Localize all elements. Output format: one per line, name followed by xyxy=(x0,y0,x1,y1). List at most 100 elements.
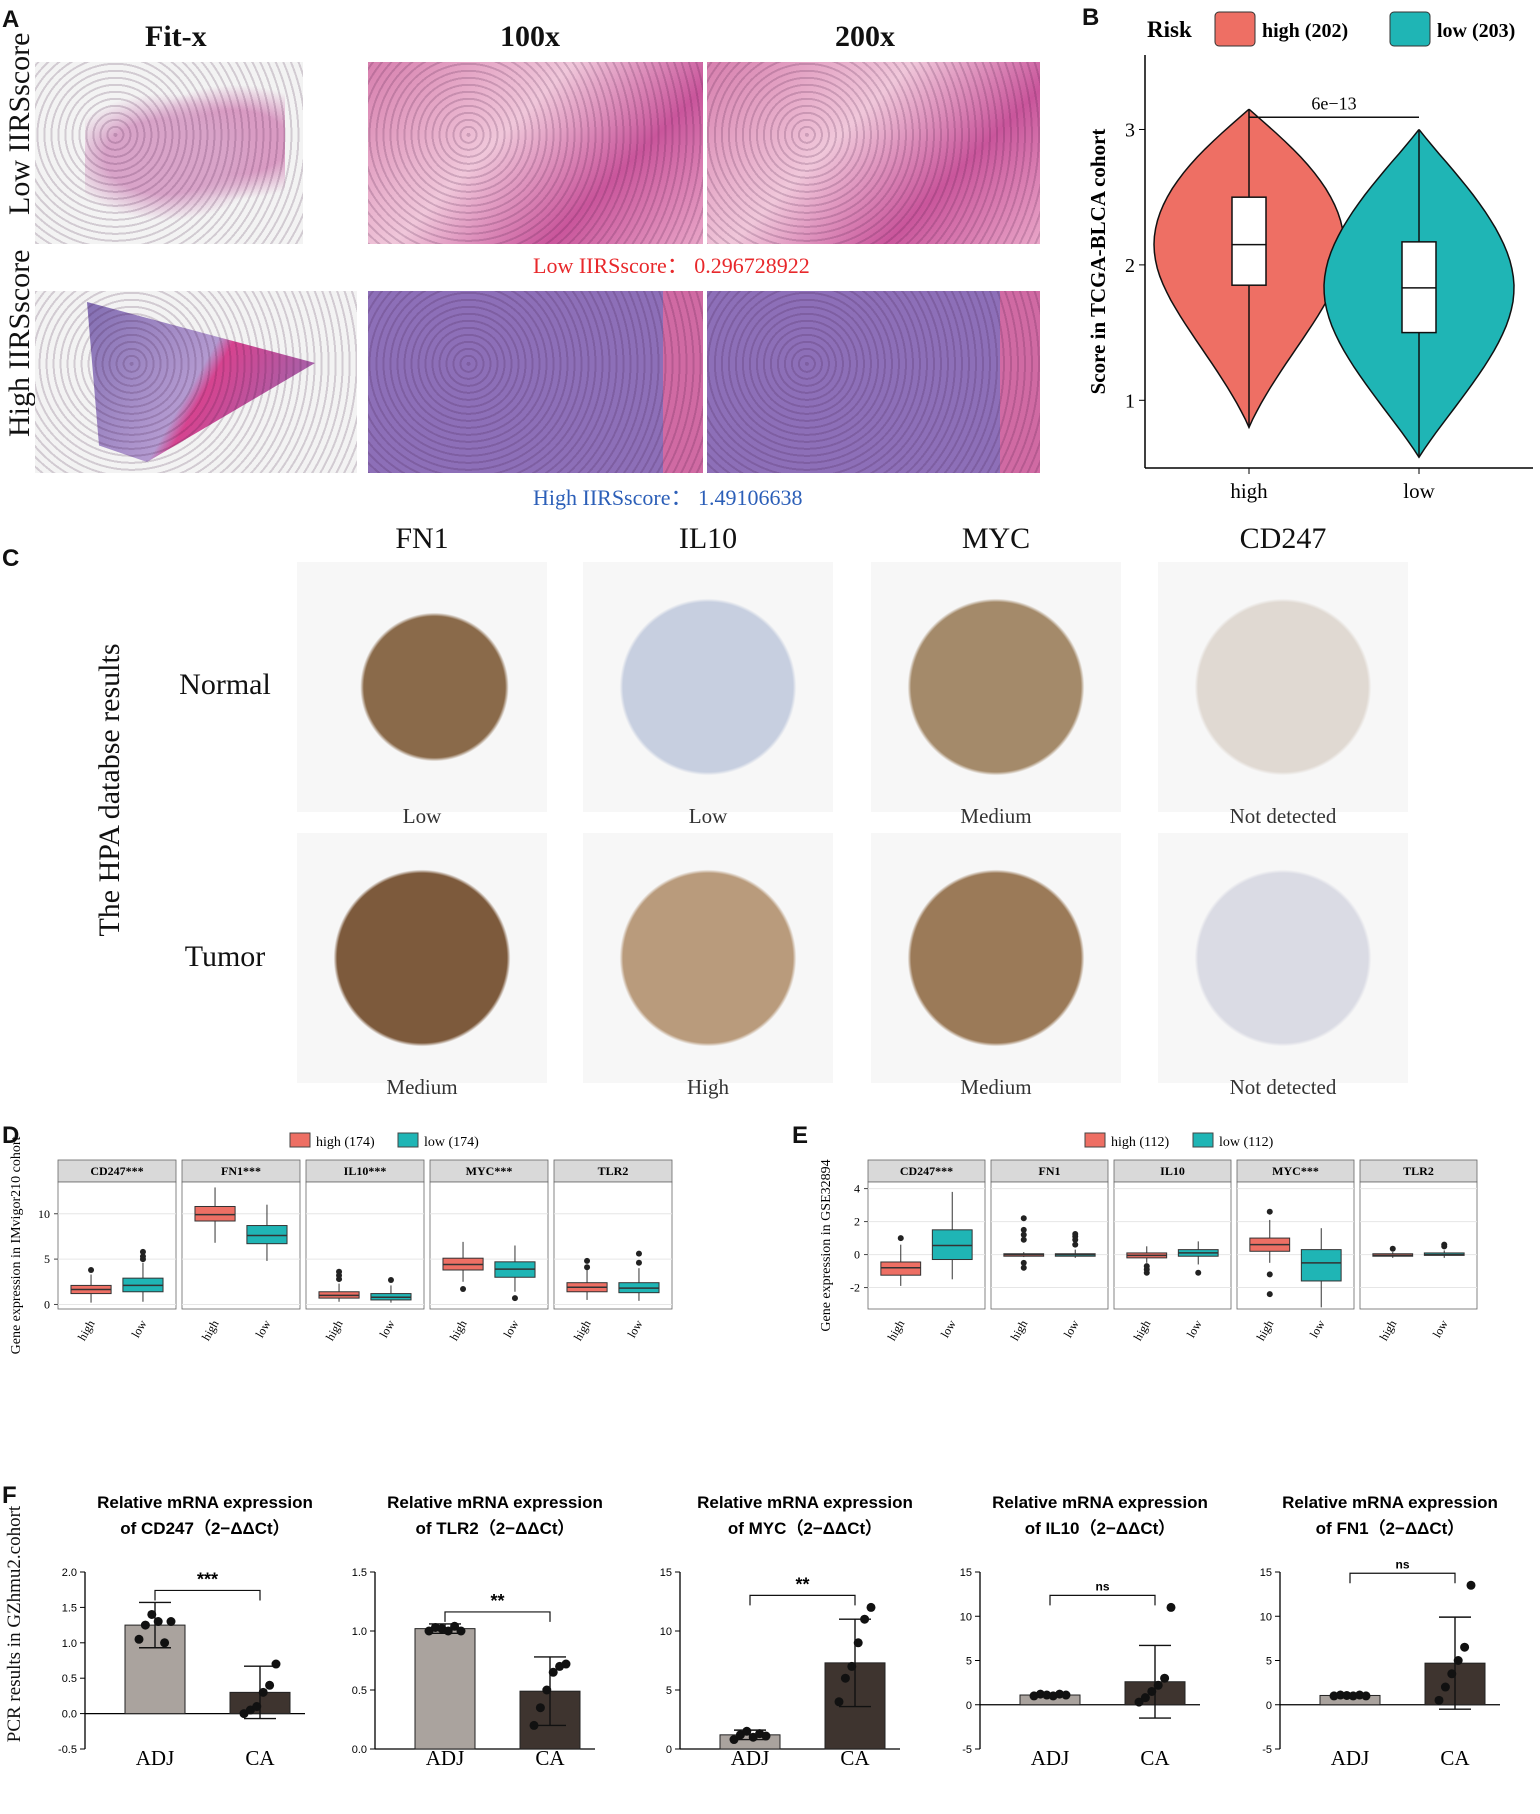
legend-key-low xyxy=(397,1132,419,1148)
f-ytick-label: -0.5 xyxy=(58,1744,77,1756)
xtick-label: high xyxy=(447,1318,470,1343)
hpa-level-label: Medium xyxy=(386,1075,458,1099)
panel-e-label: E xyxy=(792,1122,809,1149)
f-ytick-label: 10 xyxy=(660,1626,672,1638)
box-high xyxy=(194,1205,236,1222)
hpa-level-label: Not detected xyxy=(1229,1075,1337,1099)
f-ytick-label: 1.5 xyxy=(62,1602,77,1614)
outlier-low xyxy=(387,1276,394,1283)
f-point xyxy=(153,1617,163,1627)
outlier-high xyxy=(1020,1215,1027,1222)
hpa-side-title: The HPA databse results xyxy=(93,643,126,937)
ylabel: Gene expression in GSE32894 xyxy=(819,1159,834,1331)
hpa-gene-il10: IL10 xyxy=(678,522,738,555)
high-200x-image xyxy=(707,291,1040,473)
f-ytick-label: 0 xyxy=(966,1700,972,1712)
outlier-low xyxy=(1441,1241,1448,1248)
legend-key-high xyxy=(289,1132,311,1148)
f-point xyxy=(853,1638,863,1648)
f-xtick-label: ADJ xyxy=(1031,1746,1070,1769)
outlier-high xyxy=(1020,1236,1027,1243)
outlier-low xyxy=(139,1253,146,1260)
facet-panel xyxy=(990,1181,1109,1310)
facet-panel xyxy=(181,1181,301,1310)
outlier-high xyxy=(1266,1291,1273,1298)
hpa-row-normal: Normal xyxy=(179,668,271,701)
outlier-high xyxy=(1020,1231,1027,1238)
xtick-label: low xyxy=(128,1317,149,1340)
f-sig-label: ** xyxy=(490,1591,504,1611)
f-point xyxy=(866,1602,876,1612)
f-point xyxy=(160,1638,170,1648)
hpa-level-label: Low xyxy=(402,804,442,828)
f-point xyxy=(1440,1682,1450,1692)
violin-chart: 1 2 3 Score in TCGA-BLCA cohort Risk high (20… xyxy=(1086,11,1533,503)
xtick-label: low xyxy=(500,1317,521,1340)
f-xtick-label: CA xyxy=(840,1746,870,1769)
f-point xyxy=(271,1659,281,1669)
b-xtick-label: low xyxy=(1403,479,1435,503)
ytick-label: -2 xyxy=(850,1281,860,1295)
ytick-label: 4 xyxy=(854,1182,860,1196)
outlier-high xyxy=(1389,1245,1396,1252)
outlier-high xyxy=(336,1268,343,1275)
f-point xyxy=(258,1687,268,1697)
low-score-caption: Low IIRSscore： 0.296728922 xyxy=(533,253,810,278)
f-title-line: Relative mRNA expression xyxy=(387,1493,603,1512)
f-point xyxy=(443,1626,453,1636)
hpa-normal-il10-image xyxy=(583,562,833,812)
f-ytick-label: 0.0 xyxy=(352,1744,367,1756)
f-ytick-label: 1.5 xyxy=(352,1567,367,1579)
f-ytick-label: 0.0 xyxy=(62,1709,77,1721)
f-point xyxy=(1453,1656,1463,1665)
outlier-high xyxy=(584,1264,591,1271)
f-point xyxy=(840,1673,850,1683)
xtick-label: high xyxy=(1131,1318,1154,1343)
xtick-label: low xyxy=(624,1317,645,1340)
hpa-gene-cd247: CD247 xyxy=(1239,522,1327,555)
f-point xyxy=(166,1617,176,1627)
f-sig-bracket xyxy=(1049,1594,1156,1606)
pcr-bar-charts: Relative mRNA expression of CD247（2−ΔΔCt）… xyxy=(58,1493,1500,1769)
outlier-high xyxy=(1020,1264,1027,1271)
b-ytick-label: 1 xyxy=(1125,390,1135,412)
boxplot-imvigor: high (174) low (174) Gene expression in IM… xyxy=(9,1132,673,1354)
outlier-low xyxy=(635,1259,642,1266)
b-sig-label: 6e−13 xyxy=(1311,93,1356,113)
hpa-normal-fn1-image xyxy=(297,562,547,812)
f-point xyxy=(1361,1691,1371,1701)
f-point xyxy=(134,1634,144,1644)
legend-label-high: high (174) xyxy=(316,1135,375,1150)
f-point xyxy=(561,1659,571,1669)
f-sig-label: *** xyxy=(197,1569,218,1589)
f-xtick-label: CA xyxy=(1440,1746,1470,1769)
outlier-high xyxy=(897,1235,904,1242)
f-point xyxy=(1147,1686,1157,1696)
box-low xyxy=(931,1229,973,1261)
hpa-level-label: Not detected xyxy=(1229,804,1337,828)
hpa-normal-cd247-image xyxy=(1158,562,1408,812)
hpa-tumor-cd247-image xyxy=(1158,833,1408,1083)
f-xtick-label: ADJ xyxy=(1331,1746,1370,1769)
f-point xyxy=(140,1620,150,1630)
f-title-line: of MYC（2−ΔΔCt） xyxy=(728,1518,882,1538)
xtick-label: high xyxy=(1008,1318,1031,1343)
hpa-normal-myc-image xyxy=(871,562,1121,812)
f-point xyxy=(1153,1680,1163,1690)
facet-strip-label: FN1*** xyxy=(221,1164,261,1178)
f-title-line: Relative mRNA expression xyxy=(992,1493,1208,1512)
b-legend-key xyxy=(1389,11,1431,47)
f-point xyxy=(847,1661,857,1671)
f-ytick-label: 0 xyxy=(1266,1700,1272,1712)
f-bar-adj xyxy=(414,1628,476,1750)
f-point xyxy=(529,1720,539,1730)
legend-key-low xyxy=(1192,1132,1214,1148)
f-ytick-label: 15 xyxy=(660,1567,672,1579)
b-xtick-label: high xyxy=(1230,479,1268,503)
panel-a-label: A xyxy=(2,6,20,33)
f-point xyxy=(1447,1669,1457,1679)
f-sig-label: ** xyxy=(795,1574,809,1594)
f-title-line: Relative mRNA expression xyxy=(1282,1493,1498,1512)
f-title-line: Relative mRNA expression xyxy=(697,1493,913,1512)
facet-panel xyxy=(429,1181,549,1310)
